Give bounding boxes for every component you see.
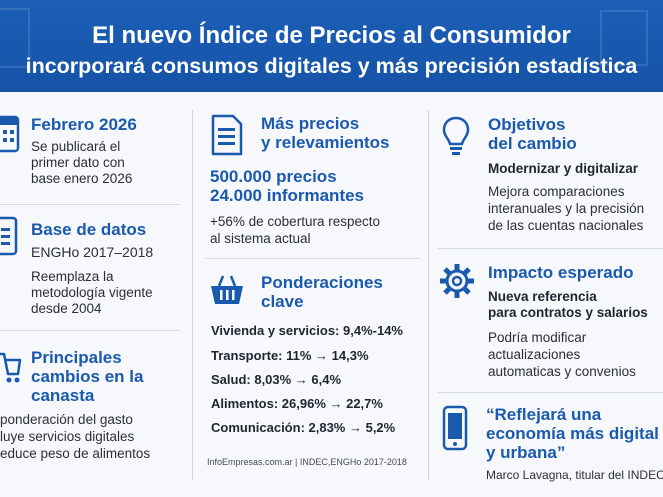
febrero-line: primer dato con	[31, 155, 125, 170]
informantes-count: 24.000 informantes	[210, 186, 365, 205]
objetivos-line: de las cuentas nacionales	[488, 218, 644, 233]
section-title-ponderaciones: Ponderaciones	[261, 273, 383, 292]
section-title-objetivos: del cambio	[488, 134, 577, 153]
database-icon	[0, 216, 18, 256]
cart-icon	[0, 352, 22, 383]
section-title-precios: Más precios	[261, 114, 360, 133]
cobertura-line: al sistema actual	[210, 231, 311, 246]
ponderacion-item: Comunicación: 2,83% → 5,2%	[211, 420, 396, 435]
quote-line: economía más digital	[486, 424, 659, 443]
document-icon	[211, 114, 243, 156]
base-line: metodología vigente	[31, 285, 153, 300]
febrero-line: Se publicará el	[31, 139, 121, 154]
calendar-icon	[0, 115, 20, 153]
cambios-line: luye servicios digitales	[0, 429, 135, 444]
section-title-objetivos: Objetivos	[488, 115, 566, 134]
column-divider	[192, 110, 193, 480]
quote-line: “Reflejará una	[486, 405, 602, 424]
section-title-precios: y relevamientos	[261, 133, 390, 152]
decor-shape	[600, 10, 648, 66]
content-panel	[0, 92, 663, 497]
cambios-line: ponderación del gasto	[0, 412, 133, 427]
section-title-base: Base de datos	[31, 220, 147, 239]
section-title-cambios: cambios en la	[31, 367, 144, 386]
row-divider	[438, 248, 663, 249]
impacto-bold-line: Nueva referencia	[488, 289, 597, 304]
basket-icon	[211, 275, 243, 304]
febrero-line: base enero 2026	[31, 171, 133, 186]
row-divider	[438, 392, 663, 393]
base-line: Reemplaza la	[31, 269, 114, 284]
decor-shape	[0, 8, 30, 68]
cambios-line: educe peso de alimentos	[0, 446, 151, 461]
row-divider	[0, 204, 180, 205]
base-line: desde 2004	[31, 301, 102, 316]
section-title-febrero: Febrero 2026	[31, 115, 137, 134]
precios-count: 500.000 precios	[210, 167, 337, 186]
row-divider	[0, 330, 180, 331]
impacto-bold-line: para contratos y salarios	[488, 305, 648, 320]
impacto-line: automaticas y convenios	[488, 364, 636, 379]
section-title-cambios: Principales	[31, 348, 122, 367]
page-subtitle: incorporará consumos digitales y más pre…	[25, 54, 638, 78]
section-title-ponderaciones: clave	[261, 292, 304, 311]
source-footer: InfoEmpresas.com.ar | INDEC,ENGHo 2017-2…	[207, 457, 407, 467]
base-subtitle: ENGHo 2017–2018	[31, 244, 154, 260]
gear-icon	[440, 264, 474, 298]
cobertura-line: +56% de cobertura respecto	[210, 214, 380, 229]
ponderacion-item: Alimentos: 26,96% → 22,7%	[211, 396, 383, 411]
page-title: El nuevo Índice de Precios al Consumidor	[92, 22, 571, 49]
objetivos-line: interanuales y la precisión	[488, 201, 645, 216]
impacto-line: actualizaciones	[488, 347, 581, 362]
ponderacion-item: Transporte: 11% → 14,3%	[211, 348, 369, 363]
lightbulb-icon	[442, 116, 470, 155]
phone-icon	[442, 405, 468, 451]
section-title-impacto: Impacto esperado	[488, 263, 634, 282]
impacto-line: Podría modificar	[488, 330, 587, 345]
objetivos-line: Mejora comparaciones	[488, 184, 625, 199]
column-divider	[428, 110, 429, 480]
quote-author: Marco Lavagna, titular del INDEC	[486, 468, 663, 482]
header-banner: El nuevo Índice de Precios al Consumidor…	[0, 0, 663, 92]
row-divider	[205, 258, 420, 259]
objetivos-subtitle: Modernizar y digitalizar	[488, 161, 639, 176]
section-title-cambios: canasta	[31, 386, 95, 405]
ponderacion-item: Salud: 8,03% → 6,4%	[211, 372, 342, 387]
quote-line: y urbana”	[486, 443, 566, 462]
ponderacion-item: Vivienda y servicios: 9,4%-14%	[211, 323, 403, 338]
